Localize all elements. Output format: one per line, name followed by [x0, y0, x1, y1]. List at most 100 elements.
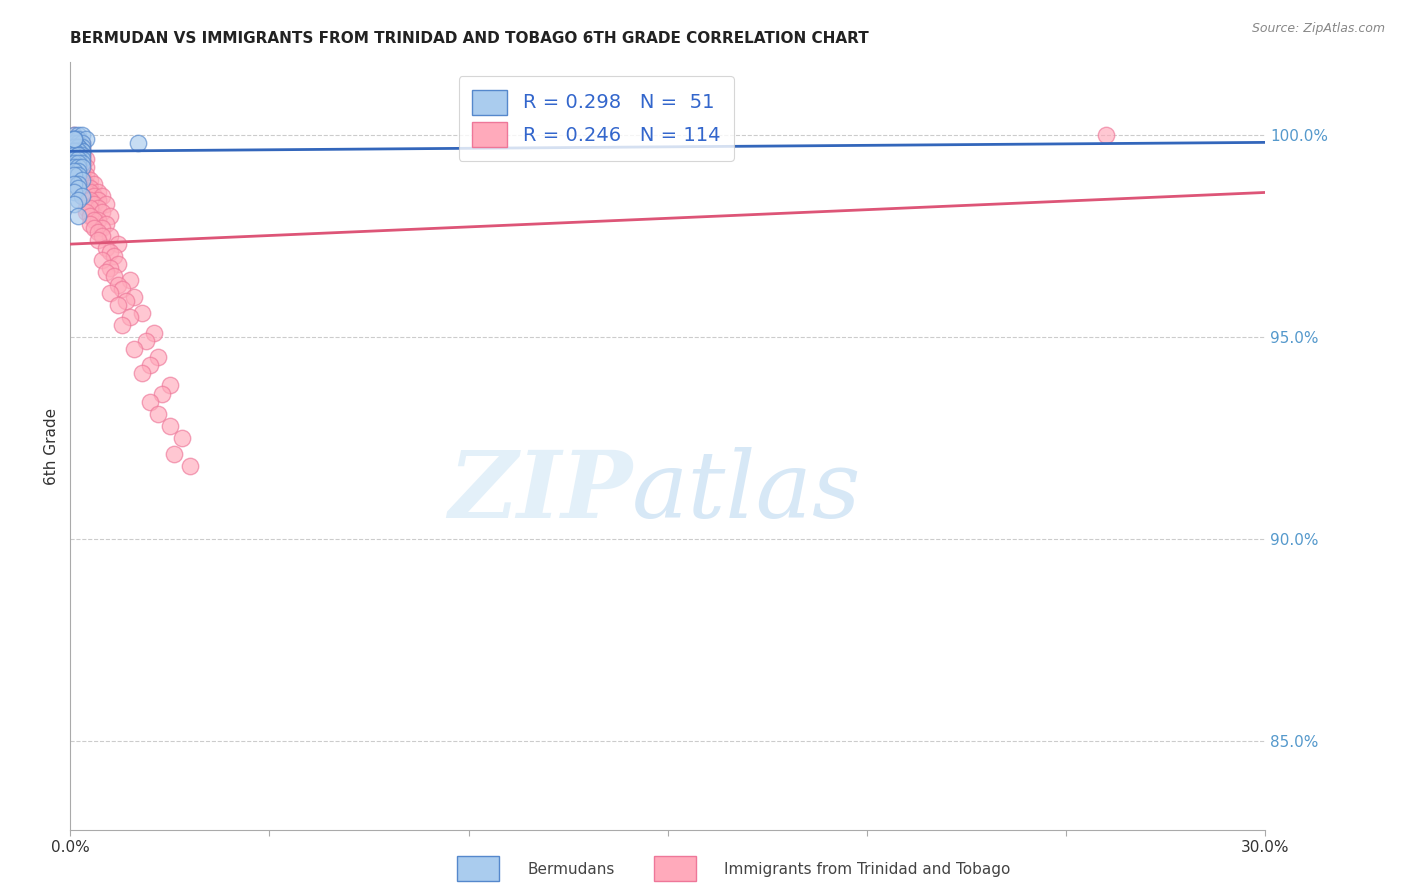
Point — [131, 367, 153, 381]
Point — [63, 156, 86, 170]
Point — [122, 342, 145, 356]
Point — [67, 132, 90, 146]
Point — [67, 209, 90, 223]
Point — [96, 217, 117, 231]
Point — [63, 196, 86, 211]
Point — [98, 245, 121, 260]
Point — [70, 140, 93, 154]
Point — [63, 185, 86, 199]
Point — [70, 148, 93, 162]
Point — [115, 293, 138, 308]
Point — [83, 196, 105, 211]
Point — [70, 153, 93, 167]
Point — [63, 145, 86, 159]
Point — [83, 221, 105, 235]
Point — [63, 156, 86, 170]
Point — [127, 136, 149, 151]
Point — [111, 318, 134, 332]
Point — [63, 140, 86, 154]
Point — [67, 148, 90, 162]
Point — [63, 128, 86, 142]
Point — [83, 177, 105, 191]
Point — [70, 156, 93, 170]
Point — [83, 188, 105, 202]
Point — [67, 161, 90, 175]
Point — [67, 161, 90, 175]
Point — [67, 145, 90, 159]
Point — [87, 213, 110, 227]
Point — [63, 140, 86, 154]
Point — [63, 161, 86, 175]
Point — [67, 132, 90, 146]
Point — [67, 128, 90, 142]
Point — [63, 140, 86, 154]
Point — [91, 253, 114, 268]
Point — [87, 185, 110, 199]
Point — [111, 281, 134, 295]
Point — [63, 136, 86, 151]
Point — [91, 188, 114, 202]
Point — [87, 201, 110, 215]
Point — [63, 132, 86, 146]
Point — [70, 188, 93, 202]
Text: ZIP: ZIP — [447, 447, 633, 537]
Point — [146, 407, 169, 421]
Text: BERMUDAN VS IMMIGRANTS FROM TRINIDAD AND TOBAGO 6TH GRADE CORRELATION CHART: BERMUDAN VS IMMIGRANTS FROM TRINIDAD AND… — [70, 31, 869, 46]
Point — [70, 180, 93, 194]
Point — [91, 204, 114, 219]
Point — [67, 169, 90, 183]
Point — [67, 148, 90, 162]
Point — [139, 358, 162, 372]
Point — [67, 140, 90, 154]
Point — [63, 164, 86, 178]
Point — [63, 128, 86, 142]
Point — [63, 177, 86, 191]
Point — [96, 196, 117, 211]
Point — [67, 177, 90, 191]
Point — [103, 269, 125, 284]
Point — [75, 177, 97, 191]
Point — [103, 249, 125, 263]
Point — [67, 153, 90, 167]
Point — [98, 261, 121, 276]
Point — [75, 153, 97, 167]
Text: Immigrants from Trinidad and Tobago: Immigrants from Trinidad and Tobago — [724, 863, 1011, 877]
Point — [67, 156, 90, 170]
Point — [107, 237, 129, 252]
Point — [75, 169, 97, 183]
Text: Bermudans: Bermudans — [527, 863, 614, 877]
Point — [120, 310, 141, 324]
Point — [63, 132, 86, 146]
Point — [67, 180, 90, 194]
Point — [75, 193, 97, 207]
Point — [70, 145, 93, 159]
Point — [107, 257, 129, 271]
Point — [67, 140, 90, 154]
Point — [67, 164, 90, 178]
Point — [70, 145, 93, 159]
Point — [170, 431, 193, 445]
Point — [70, 161, 93, 175]
Point — [63, 148, 86, 162]
Point — [75, 204, 97, 219]
Point — [63, 148, 86, 162]
Point — [70, 177, 93, 191]
Point — [122, 290, 145, 304]
Point — [79, 185, 101, 199]
Point — [67, 177, 90, 191]
Point — [143, 326, 166, 340]
Point — [96, 241, 117, 255]
Point — [135, 334, 157, 348]
Point — [139, 394, 162, 409]
Point — [107, 277, 129, 292]
Point — [70, 136, 93, 151]
Point — [91, 221, 114, 235]
Point — [70, 148, 93, 162]
Point — [63, 161, 86, 175]
Point — [63, 164, 86, 178]
Point — [67, 148, 90, 162]
Point — [107, 298, 129, 312]
Point — [67, 169, 90, 183]
Point — [70, 145, 93, 159]
Point — [75, 180, 97, 194]
